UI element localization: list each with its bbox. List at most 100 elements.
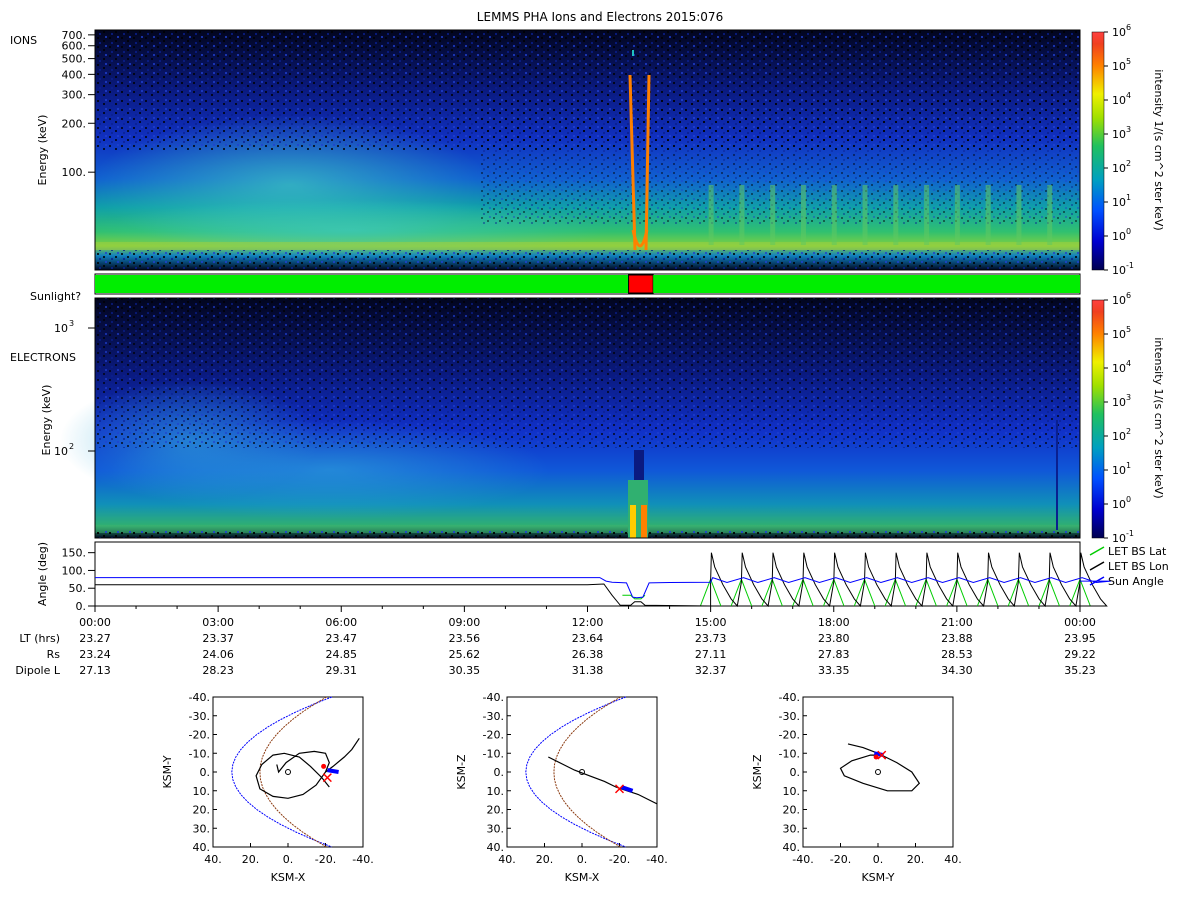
cbar-ion-ticks-exp-5: 4 [1126, 91, 1131, 100]
orbit-2-xaxis-label: KSM-Y [861, 871, 894, 884]
ion-energy-ticks: 700.600.500. 400. 300. 200. 100. [62, 29, 95, 179]
cbar-ion-ticks-exp-2: 1 [1126, 193, 1131, 202]
angle-series [95, 552, 1111, 608]
orbit-1-ylabel-3: -10. [483, 747, 504, 760]
orbit-0-day-segment [327, 768, 339, 774]
cbar-ion-ticks-exp-4: 3 [1126, 125, 1131, 134]
orbit-2-saturn [875, 769, 881, 775]
ephemeris-value-2-6: 33.35 [818, 664, 850, 677]
orbit-2-plot [839, 743, 921, 792]
ion-burst-0 [708, 185, 714, 245]
orbit-frame-0 [212, 696, 364, 848]
orbit-0-ylabel-6: 20. [193, 804, 211, 817]
ion-burst-9 [985, 185, 991, 245]
orbit-2-ylabel-2: -20. [779, 729, 800, 742]
orbit-0-ylabel-7: 30. [193, 822, 211, 835]
angle-ticks: 0. 50. 100. 150. [62, 547, 95, 613]
ion-burst-6 [893, 185, 899, 245]
ion-energy-axis-label: Energy (keV) [36, 115, 49, 186]
orbit-0-trajectory [255, 750, 330, 799]
ephemeris-value-0-0: 23.27 [79, 632, 111, 645]
cbar-ion-ticks-exp-6: 5 [1126, 57, 1131, 66]
orbit-0-saturn [285, 769, 291, 775]
time-tick-label-2: 06:00 [325, 616, 357, 629]
ephemeris-value-1-4: 26.38 [572, 648, 604, 661]
legend-swatch-2 [1089, 576, 1105, 586]
cbar-ele-ticks-label-5: 10 [1112, 362, 1126, 375]
ion-burst-2 [770, 185, 776, 245]
figure-title: LEMMS PHA Ions and Electrons 2015:076 [477, 10, 723, 24]
time-tick-label-0: 00:00 [79, 616, 111, 629]
orbit-panel-2: -40.-30.-20.-10.0.10.20.30.40.-40. -20. 0.… [751, 691, 962, 884]
orbit-1-ylabel-7: 30. [487, 822, 505, 835]
orbit-1-xaxis-label: KSM-X [565, 871, 600, 884]
orbit-2-ylabel-8: 40. [783, 841, 801, 854]
ephemeris-table: LT (hrs) 23.27 23.37 23.47 23.56 23.64 23.73 23… [15, 632, 1095, 677]
ephemeris-value-2-3: 30.35 [449, 664, 481, 677]
orbit-panel-0: -40. -30. -20. -10. 0. 10. 20. 30. 40.40. 20. 0. -2… [161, 691, 374, 884]
orbit-1-trajectory [548, 756, 658, 805]
time-axis: 00:00 03:00 06:00 09:00 12:00 15:00 18:00 21:00… [79, 606, 1096, 629]
orbit-2-ylabel-6: 20. [783, 804, 801, 817]
cbar-ion-ticks-label-6: 10 [1112, 60, 1126, 73]
sunlight-segment-day-2 [653, 275, 1080, 293]
cbar-ele-ticks-exp-7: 6 [1126, 291, 1131, 300]
ephemeris-value-0-6: 23.80 [818, 632, 850, 645]
ion-burst-4 [831, 185, 837, 245]
ion-burst-7 [924, 185, 930, 245]
ephemeris-value-2-0: 27.13 [79, 664, 111, 677]
orbit-2-xlabel-4: 40. [944, 853, 962, 866]
let-bs-lon-line [95, 552, 1108, 608]
cbar-ion-ticks-exp-7: 6 [1126, 23, 1131, 32]
orbit-0-ylabel-5: 10. [193, 785, 211, 798]
orbit-2-ylabel-5: 10. [783, 785, 801, 798]
orbit-2-position-marker [877, 750, 887, 760]
cbar-ion-ticks-label-2: 10 [1112, 196, 1126, 209]
angle-axis-label: Angle (deg) [36, 542, 49, 606]
cbar-ele-ticks-label-4: 10 [1112, 396, 1126, 409]
ion-tick-label-1: 600. [62, 40, 87, 53]
ephemeris-value-1-3: 25.62 [449, 648, 481, 661]
cbar-ele-ticks-exp-4: 3 [1126, 393, 1131, 402]
ephemeris-value-0-3: 23.56 [449, 632, 481, 645]
orbit-1-ylabel-2: -20. [483, 729, 504, 742]
orbit-0-start-marker [321, 763, 327, 769]
cbar-ele-ticks-label-7: 10 [1112, 294, 1126, 307]
ephemeris-value-2-2: 29.31 [326, 664, 358, 677]
ephemeris-value-1-5: 27.11 [695, 648, 727, 661]
orbit-0-ylabel-3: -10. [189, 747, 210, 760]
orbit-0-position-marker [322, 773, 332, 783]
cbar-ele-ticks-label-0: 10 [1112, 532, 1126, 545]
ion-spectrogram [90, 29, 1081, 271]
legend-label-0: LET BS Lat [1108, 545, 1167, 558]
ephemeris-value-2-5: 32.37 [695, 664, 727, 677]
time-tick-label-6: 18:00 [818, 616, 850, 629]
orbit-2-xlabel-2: 0. [873, 853, 884, 866]
ephemeris-value-1-2: 24.85 [326, 648, 358, 661]
ion-tick-label-6: 100. [62, 166, 87, 179]
orbit-1-ylabel-0: -40. [483, 691, 504, 704]
electron-tick-1000: 10 [54, 322, 68, 335]
ephemeris-row-label-1: Rs [47, 648, 61, 661]
ion-burst-10 [1016, 185, 1022, 245]
electron-energy-axis-label: Energy (keV) [40, 385, 53, 456]
time-tick-label-3: 09:00 [449, 616, 481, 629]
legend-label-2: Sun Angle [1108, 575, 1164, 588]
electrons-label: ELECTRONS [10, 351, 76, 364]
let-bs-lat-line-0 [622, 594, 646, 600]
ephemeris-value-0-4: 23.64 [572, 632, 604, 645]
ephemeris-value-0-7: 23.88 [941, 632, 973, 645]
electron-spectrogram [60, 297, 1081, 539]
cbar-ion-ticks-label-5: 10 [1112, 94, 1126, 107]
orbit-2-ylabel-7: 30. [783, 822, 801, 835]
orbit-1-ylabel-5: 10. [487, 785, 505, 798]
legend-swatch-0 [1089, 546, 1105, 556]
sunlight-segment-day [95, 275, 629, 293]
orbit-0-xlabel-1: 20. [242, 853, 260, 866]
orbit-1-xlabel-1: 20. [536, 853, 554, 866]
ion-burst-11 [1047, 185, 1053, 245]
orbit-0-xlabel-0: 40. [204, 853, 222, 866]
orbit-1-yaxis-label: KSM-Z [455, 754, 468, 790]
electron-tick-100-exp: 2 [69, 442, 74, 451]
